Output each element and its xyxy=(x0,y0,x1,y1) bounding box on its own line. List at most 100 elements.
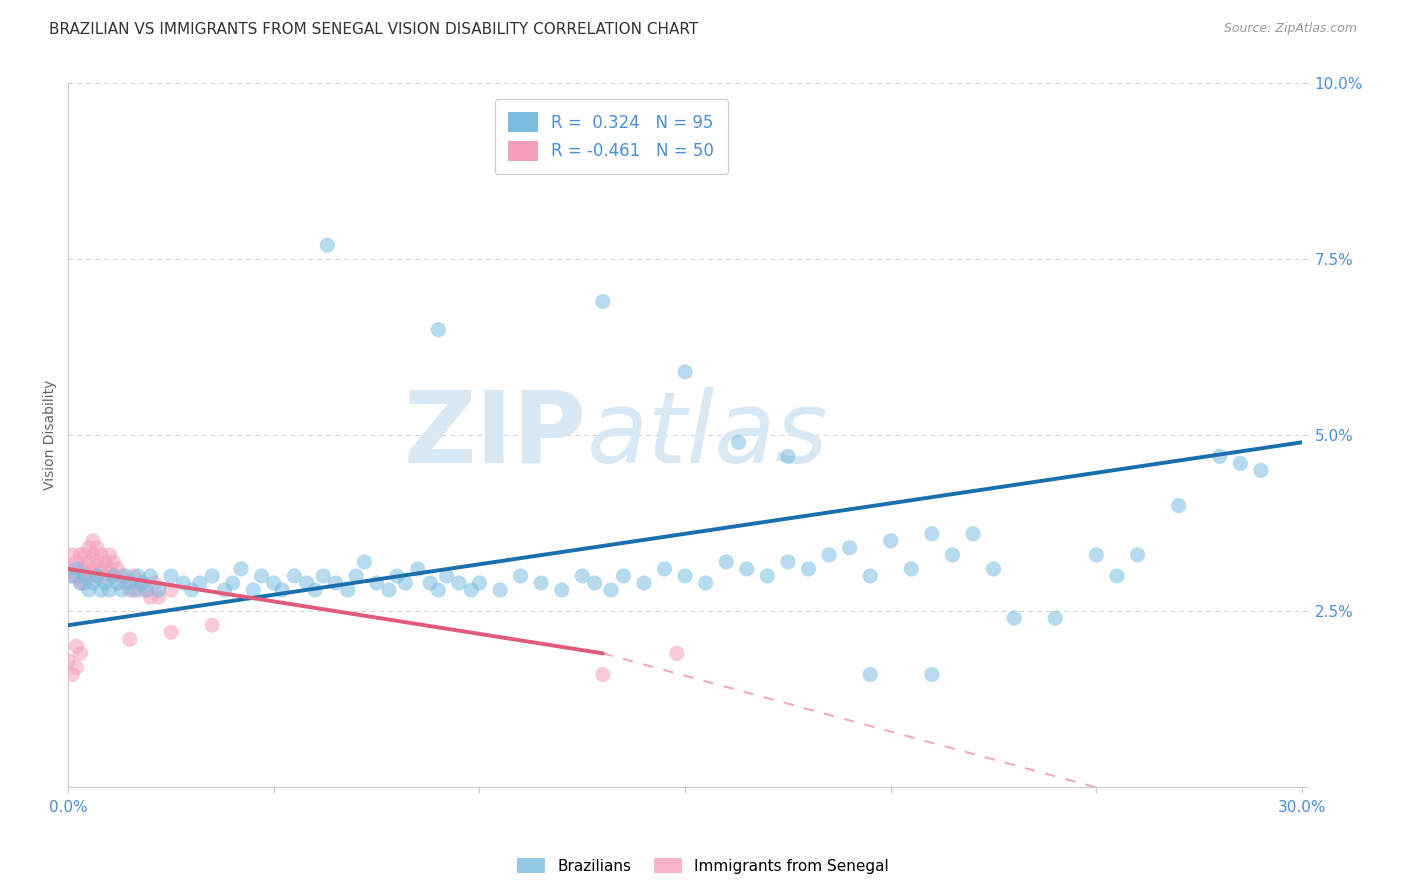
Point xyxy=(983,562,1005,576)
Point xyxy=(612,569,634,583)
Point xyxy=(127,569,149,583)
Point xyxy=(111,569,134,583)
Point xyxy=(283,569,305,583)
Point xyxy=(316,238,339,252)
Point xyxy=(921,526,943,541)
Point xyxy=(921,667,943,681)
Point xyxy=(73,569,96,583)
Point xyxy=(69,646,91,660)
Point xyxy=(214,582,236,597)
Point xyxy=(82,548,104,562)
Point xyxy=(160,569,183,583)
Point xyxy=(1250,463,1272,477)
Text: BRAZILIAN VS IMMIGRANTS FROM SENEGAL VISION DISABILITY CORRELATION CHART: BRAZILIAN VS IMMIGRANTS FROM SENEGAL VIS… xyxy=(49,22,699,37)
Point xyxy=(600,582,623,597)
Point xyxy=(58,562,80,576)
Point xyxy=(673,569,696,583)
Point xyxy=(304,582,326,597)
Point xyxy=(143,576,166,591)
Point xyxy=(427,323,450,337)
Point xyxy=(229,562,252,576)
Point xyxy=(73,548,96,562)
Point xyxy=(583,576,606,591)
Point xyxy=(436,569,458,583)
Point xyxy=(1167,499,1189,513)
Point xyxy=(103,555,125,569)
Point xyxy=(900,562,922,576)
Point xyxy=(118,632,141,647)
Point xyxy=(160,625,183,640)
Point xyxy=(818,548,841,562)
Point xyxy=(201,569,224,583)
Point xyxy=(139,590,162,604)
Point xyxy=(114,576,136,591)
Point xyxy=(727,435,749,450)
Point xyxy=(419,576,441,591)
Point xyxy=(633,576,655,591)
Point xyxy=(90,562,112,576)
Point xyxy=(1126,548,1149,562)
Point xyxy=(82,533,104,548)
Point xyxy=(60,548,83,562)
Point xyxy=(1045,611,1067,625)
Text: ZIP: ZIP xyxy=(404,387,586,483)
Point xyxy=(77,582,100,597)
Point xyxy=(394,576,416,591)
Point xyxy=(263,576,285,591)
Point xyxy=(489,582,512,597)
Point xyxy=(86,541,108,555)
Point xyxy=(962,526,984,541)
Point xyxy=(551,582,574,597)
Point xyxy=(135,582,157,597)
Point xyxy=(695,576,717,591)
Point xyxy=(756,569,779,583)
Point xyxy=(447,576,470,591)
Point xyxy=(406,562,429,576)
Point xyxy=(131,576,153,591)
Point xyxy=(1085,548,1108,562)
Point xyxy=(509,569,531,583)
Point xyxy=(172,576,194,591)
Point xyxy=(77,569,100,583)
Point xyxy=(114,569,136,583)
Point xyxy=(336,582,359,597)
Point xyxy=(941,548,963,562)
Y-axis label: Vision Disability: Vision Disability xyxy=(44,380,58,491)
Point xyxy=(1209,450,1232,464)
Point xyxy=(776,450,799,464)
Point xyxy=(94,576,117,591)
Legend: R =  0.324   N = 95, R = -0.461   N = 50: R = 0.324 N = 95, R = -0.461 N = 50 xyxy=(495,99,727,175)
Point xyxy=(1105,569,1128,583)
Point xyxy=(127,582,149,597)
Point xyxy=(665,646,688,660)
Point xyxy=(65,640,87,654)
Point xyxy=(592,294,614,309)
Point xyxy=(65,555,87,569)
Point xyxy=(387,569,409,583)
Point xyxy=(271,582,294,597)
Point xyxy=(735,562,758,576)
Point xyxy=(530,576,553,591)
Point xyxy=(69,562,91,576)
Point xyxy=(344,569,367,583)
Point xyxy=(135,582,157,597)
Point xyxy=(122,582,145,597)
Point xyxy=(82,562,104,576)
Point xyxy=(69,548,91,562)
Point xyxy=(592,667,614,681)
Point xyxy=(378,582,401,597)
Point xyxy=(312,569,335,583)
Text: Source: ZipAtlas.com: Source: ZipAtlas.com xyxy=(1223,22,1357,36)
Point xyxy=(571,569,593,583)
Text: atlas: atlas xyxy=(586,387,828,483)
Point xyxy=(73,562,96,576)
Point xyxy=(222,576,245,591)
Point xyxy=(427,582,450,597)
Point xyxy=(295,576,318,591)
Point xyxy=(73,576,96,591)
Point xyxy=(242,582,264,597)
Point xyxy=(82,576,104,591)
Point xyxy=(77,541,100,555)
Point xyxy=(148,590,170,604)
Point xyxy=(69,576,91,591)
